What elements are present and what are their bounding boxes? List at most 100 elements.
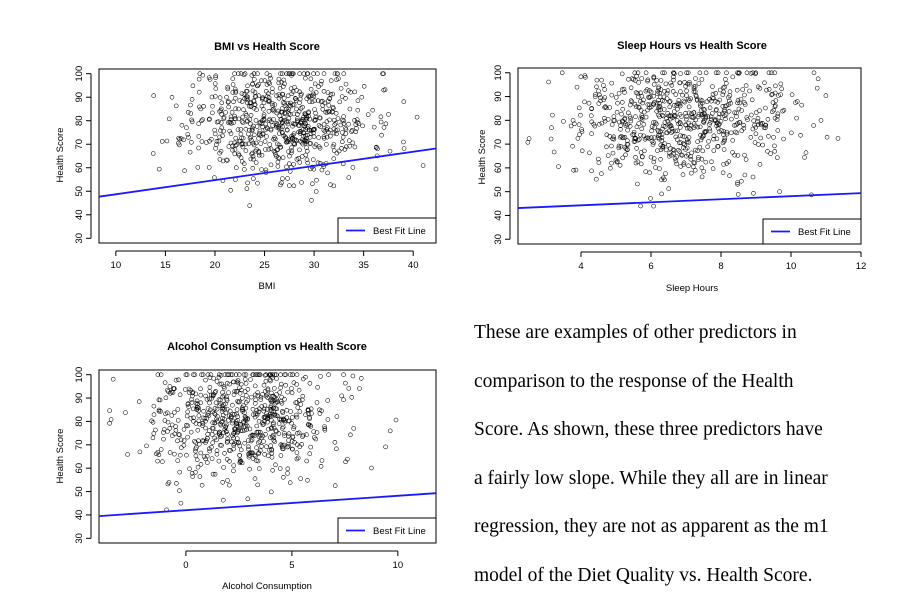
scatter-point: [698, 132, 703, 138]
scatter-point: [673, 134, 679, 140]
scatter-point: [250, 81, 255, 86]
scatter-point: [781, 107, 787, 113]
scatter-point: [313, 114, 319, 120]
scatter-point: [717, 87, 723, 93]
caption-line: a fairly low slope. While they all are i…: [474, 467, 828, 489]
scatter-point: [586, 100, 592, 106]
scatter-point: [255, 458, 261, 464]
scatter-point: [159, 139, 165, 144]
scatter-point: [671, 148, 677, 153]
scatter-point: [304, 116, 310, 122]
scatter-point: [663, 171, 668, 176]
y-tick-label: 50: [74, 486, 85, 497]
scatter-point: [173, 103, 179, 109]
scatter-point: [165, 419, 171, 425]
scatter-point: [280, 176, 285, 181]
scatter-point: [179, 445, 184, 450]
scatter-point: [272, 386, 277, 391]
scatter-point: [599, 77, 604, 83]
scatter-point: [209, 94, 215, 100]
scatter-point: [651, 159, 657, 165]
scatter-point: [766, 87, 772, 92]
scatter-point: [699, 165, 705, 171]
scatter-point: [777, 189, 782, 194]
scatter-point: [282, 419, 288, 425]
scatter-point: [197, 71, 203, 76]
scatter-point: [246, 141, 251, 147]
scatter-point: [291, 380, 297, 385]
scatter-point: [239, 460, 245, 466]
scatter-point: [201, 408, 206, 414]
scatter-point: [290, 372, 295, 377]
scatter-point: [184, 125, 189, 130]
scatter-point: [766, 70, 772, 76]
scatter-point: [308, 406, 314, 412]
scatter-point: [222, 451, 227, 456]
scatter-point: [269, 447, 274, 453]
scatter-point: [266, 80, 272, 85]
scatter-point: [233, 95, 238, 101]
scatter-point: [753, 131, 759, 137]
scatter-point: [261, 100, 267, 106]
scatter-point: [343, 380, 348, 386]
scatter-point: [222, 427, 228, 432]
scatter-point: [225, 100, 231, 105]
scatter-point: [706, 139, 711, 144]
scatter-point: [730, 74, 736, 80]
scatter-point: [340, 130, 345, 135]
scatter-point: [667, 104, 673, 110]
scatter-point: [655, 91, 660, 96]
scatter-point: [308, 141, 313, 146]
scatter-point: [264, 444, 269, 449]
scatter-point: [798, 133, 803, 138]
scatter-point: [294, 372, 300, 377]
best-fit-line: [98, 492, 437, 518]
scatter-point: [244, 186, 250, 191]
scatter-point: [209, 432, 215, 437]
scatter-point: [225, 84, 230, 90]
scatter-point: [203, 456, 208, 462]
scatter-point: [268, 435, 273, 440]
scatter-point: [264, 392, 270, 398]
scatter-point: [326, 98, 331, 104]
scatter-point: [195, 464, 201, 470]
scatter-point: [233, 90, 238, 95]
scatter-point: [758, 135, 763, 141]
scatter-point: [240, 114, 246, 120]
scatter-point: [818, 118, 824, 123]
scatter-point: [726, 159, 732, 164]
scatter-point: [699, 112, 704, 117]
scatter-point: [649, 138, 655, 144]
scatter-point: [222, 372, 228, 377]
scatter-point: [334, 150, 340, 156]
scatter-point: [262, 452, 267, 457]
scatter-point: [334, 446, 339, 452]
scatter-point: [248, 113, 254, 118]
scatter-point: [236, 439, 241, 445]
scatter-point: [694, 97, 700, 102]
scatter-point: [285, 466, 291, 472]
scatter-point: [669, 83, 675, 88]
scatter-point: [300, 154, 305, 159]
scatter-point: [189, 400, 195, 405]
scatter-point: [620, 118, 625, 124]
scatter-point: [255, 71, 260, 76]
scatter-point: [158, 409, 163, 414]
scatter-point: [263, 393, 269, 399]
scatter-point: [187, 466, 192, 472]
scatter-point: [271, 435, 277, 440]
scatter-point: [688, 96, 693, 101]
scatter-point: [343, 125, 348, 131]
best-fit-line: [517, 192, 862, 209]
scatter-point: [311, 429, 316, 434]
scatter-point: [258, 397, 264, 402]
scatter-point: [678, 133, 683, 138]
scatter-point: [592, 94, 598, 99]
scatter-point: [299, 442, 304, 447]
scatter-point: [190, 83, 196, 89]
scatter-point: [717, 111, 722, 117]
scatter-point: [354, 126, 359, 131]
scatter-point: [215, 414, 220, 419]
scatter-point: [293, 96, 299, 101]
